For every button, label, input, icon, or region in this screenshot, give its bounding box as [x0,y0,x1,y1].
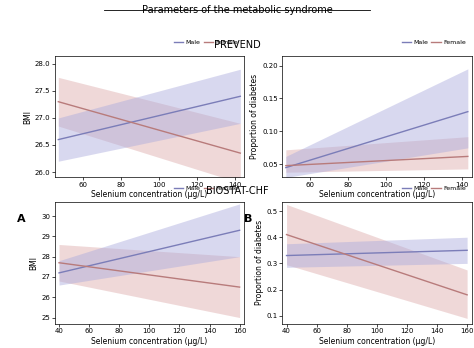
Text: BIOSTAT-CHF: BIOSTAT-CHF [206,186,268,196]
Text: B: B [244,214,253,224]
Legend: Male, Female: Male, Female [172,183,241,193]
X-axis label: Selenium concentration (µg/L): Selenium concentration (µg/L) [319,190,435,199]
Y-axis label: BMI: BMI [29,256,38,270]
Legend: Male, Female: Male, Female [172,37,241,47]
Text: PREVEND: PREVEND [214,40,260,50]
X-axis label: Selenium concentration (µg/L): Selenium concentration (µg/L) [91,190,208,199]
Y-axis label: BMI: BMI [23,110,32,124]
Text: Parameters of the metabolic syndrome: Parameters of the metabolic syndrome [142,5,332,15]
Text: A: A [17,214,25,224]
Legend: Male, Female: Male, Female [399,183,468,193]
Y-axis label: Proportion of diabetes: Proportion of diabetes [250,74,259,159]
Legend: Male, Female: Male, Female [399,37,468,47]
Y-axis label: Proportion of diabetes: Proportion of diabetes [255,220,264,305]
X-axis label: Selenium concentration (µg/L): Selenium concentration (µg/L) [319,337,435,346]
X-axis label: Selenium concentration (µg/L): Selenium concentration (µg/L) [91,337,208,346]
